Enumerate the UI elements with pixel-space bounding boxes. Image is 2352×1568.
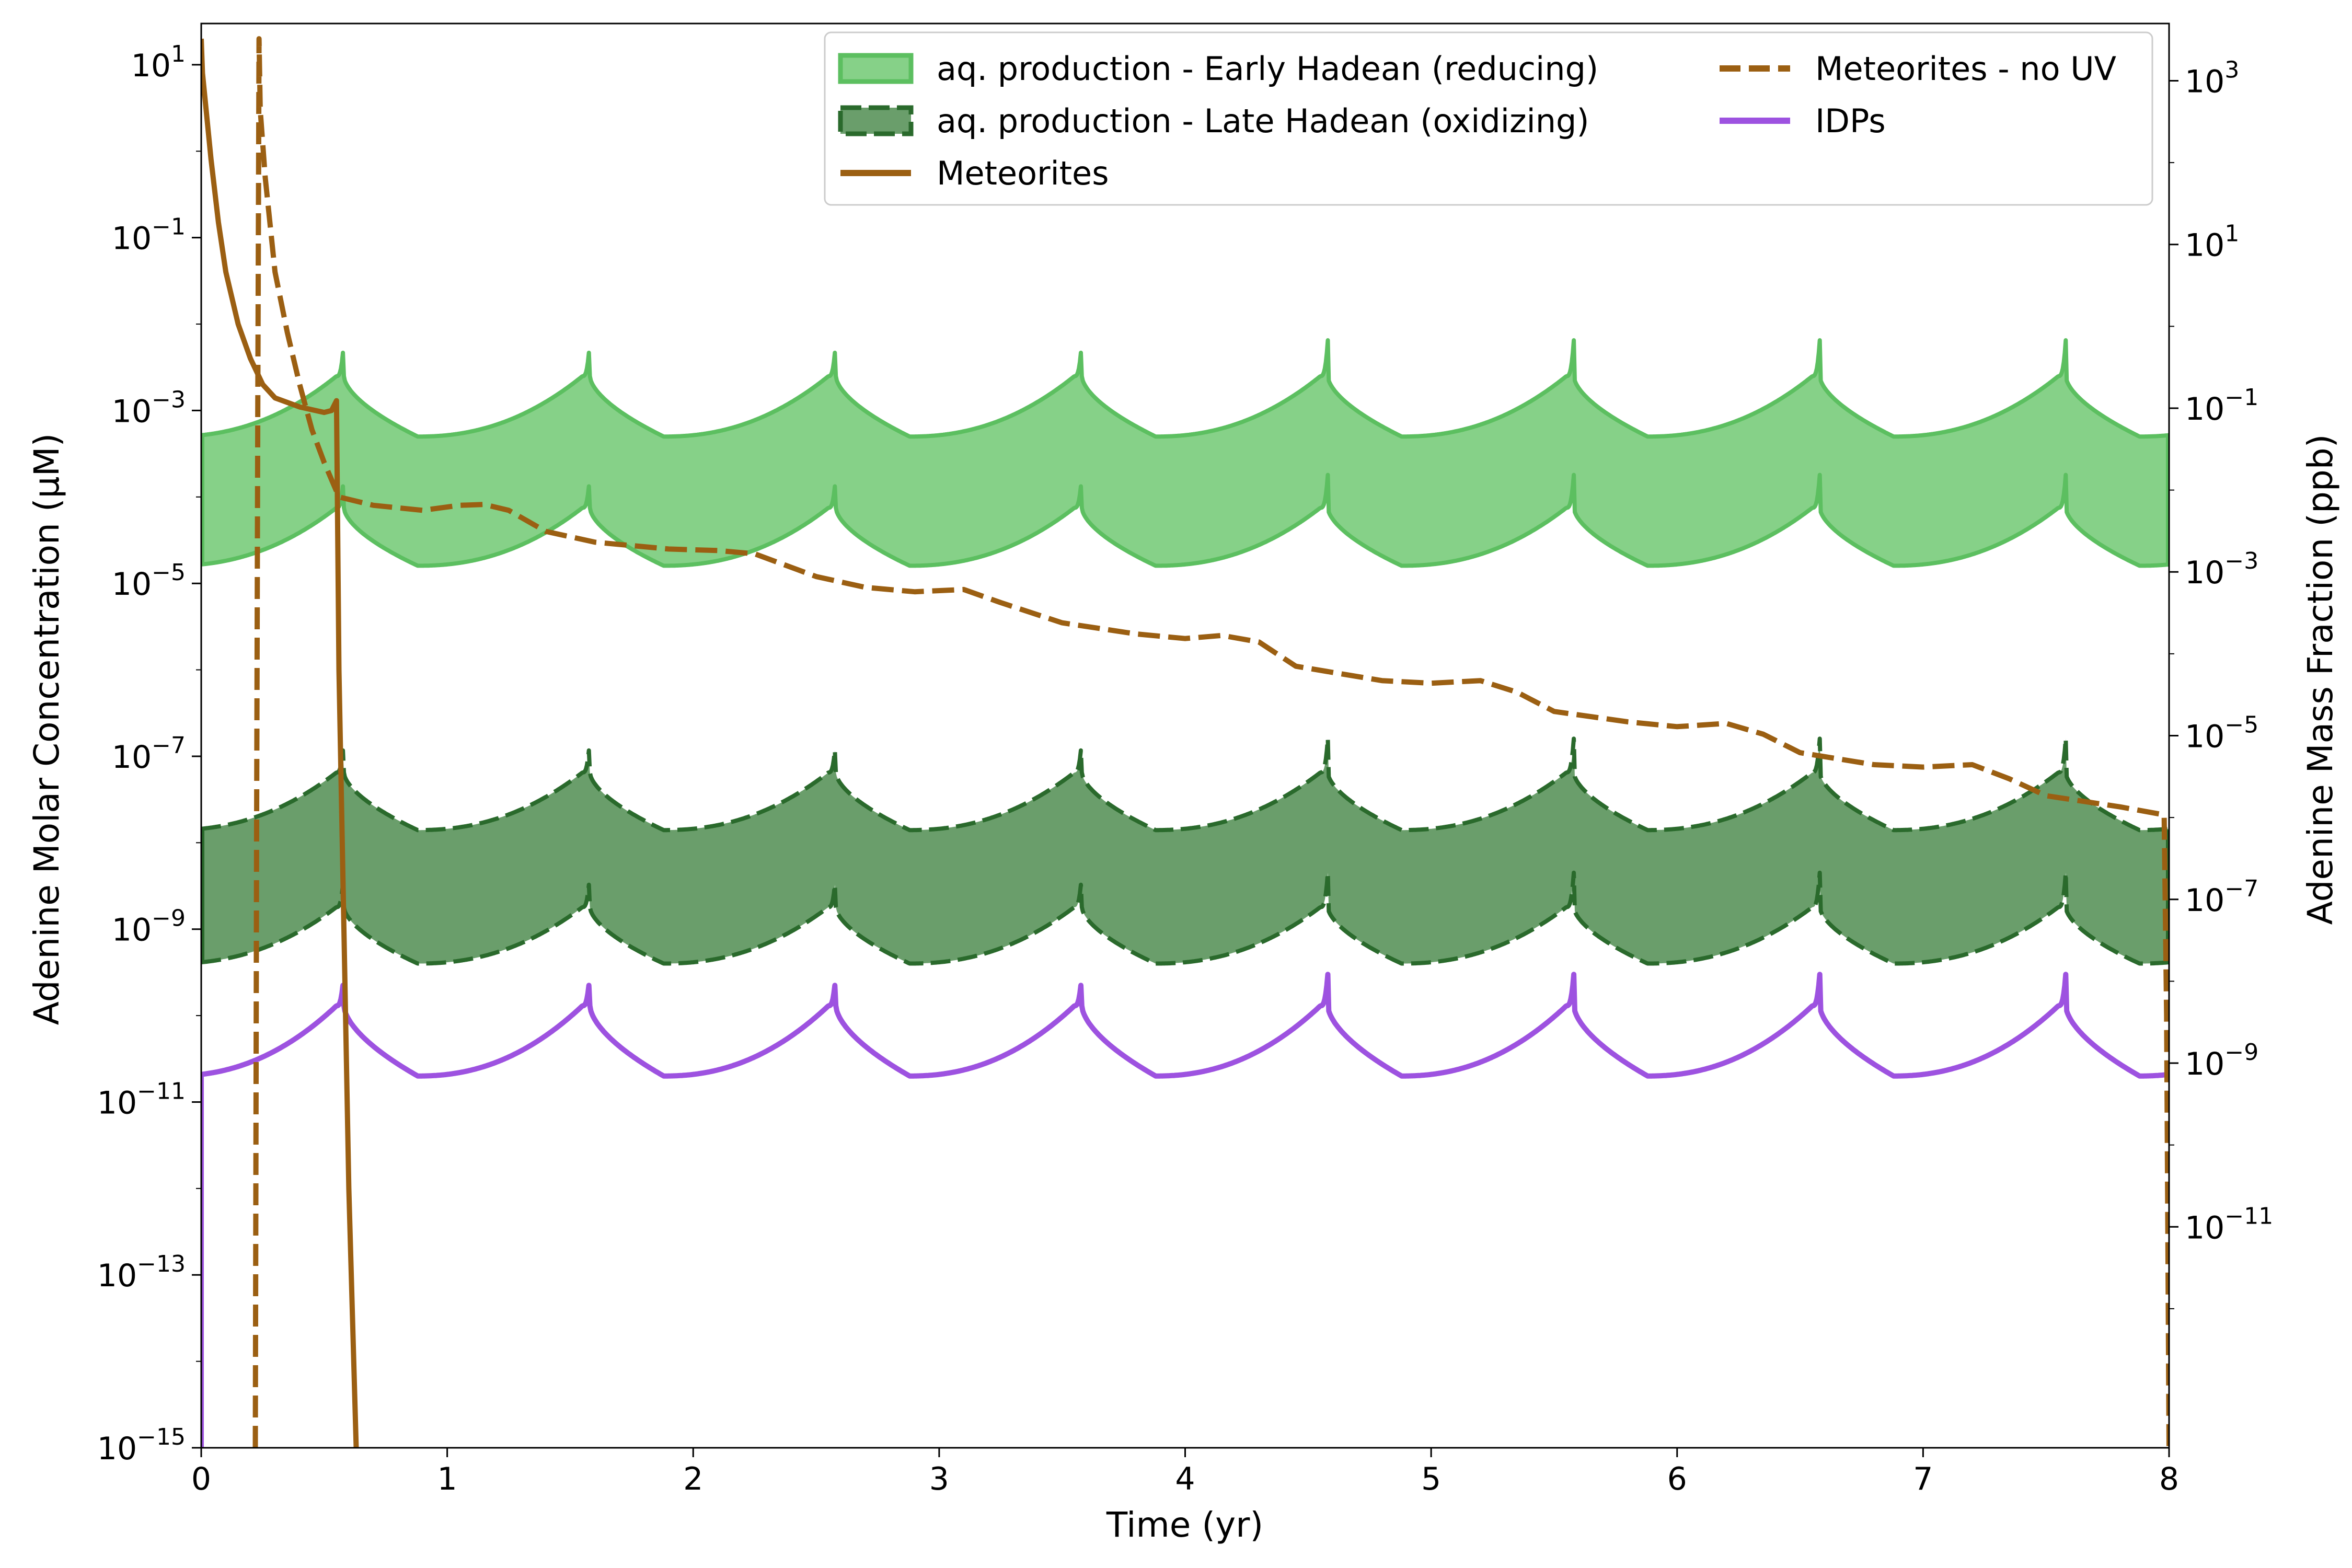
y-tick-label: 10−7 — [2185, 875, 2258, 919]
legend-label-late-hadean: aq. production - Late Hadean (oxidizing) — [937, 102, 1589, 140]
y-axis-right: 103 101 10−1 10−3 10−5 10−7 10−9 10−11 — [2169, 56, 2273, 1309]
y-tick-label: 10−3 — [2185, 548, 2258, 591]
x-tick-label: 1 — [437, 1461, 457, 1497]
legend-label-meteorites: Meteorites — [937, 154, 1109, 192]
y-axis-label-left: Adenine Molar Concentration (μM) — [27, 433, 67, 1025]
x-tick-label: 6 — [1667, 1461, 1687, 1497]
x-tick-label: 4 — [1175, 1461, 1195, 1497]
y-tick-label: 10−13 — [97, 1251, 186, 1294]
y-tick-label: 10−15 — [97, 1424, 186, 1467]
legend-label-meteorites-no-uv: Meteorites - no UV — [1815, 50, 2116, 88]
legend: aq. production - Early Hadean (reducing)… — [824, 31, 2153, 206]
x-axis: 0 1 2 3 4 5 6 7 8 — [191, 1448, 2179, 1497]
y-tick-label: 10−5 — [2185, 712, 2258, 755]
y-tick-label: 101 — [131, 41, 186, 84]
x-tick-label: 0 — [191, 1461, 211, 1497]
y-tick-label: 10−5 — [112, 559, 186, 603]
x-axis-label: Time (yr) — [1106, 1505, 1263, 1545]
x-tick-label: 7 — [1913, 1461, 1933, 1497]
band-upper-edge — [201, 338, 2169, 439]
legend-label-early-hadean: aq. production - Early Hadean (reducing) — [937, 50, 1598, 88]
y-tick-label: 10−1 — [112, 214, 186, 257]
y-axis-left: 101 10−1 10−3 10−5 10−7 10−9 10−11 10−13 10−15 — [97, 41, 201, 1467]
y-tick-label: 10−9 — [2185, 1039, 2258, 1082]
legend-swatch-late-hadean — [838, 105, 914, 136]
band-fill — [201, 739, 2169, 964]
x-tick-label: 5 — [1421, 1461, 1441, 1497]
legend-label-idps: IDPs — [1815, 102, 1886, 140]
band-fill — [201, 340, 2169, 566]
legend-swatch-early-hadean — [838, 53, 914, 84]
y-tick-label: 10−1 — [2185, 384, 2258, 428]
band-lower-edge — [201, 870, 2169, 966]
y-tick-label: 10−11 — [2185, 1203, 2273, 1246]
band-upper-edge — [201, 736, 2169, 833]
series-meteorites-no-uv — [252, 36, 2169, 1448]
plot-area — [201, 36, 2169, 1448]
x-tick-label: 3 — [929, 1461, 949, 1497]
y-tick-label: 10−11 — [97, 1078, 186, 1121]
series-aq-production-early-hadean-reducing- — [201, 338, 2169, 568]
y-tick-label: 10−9 — [112, 905, 186, 949]
y-axis-label-right: Adenine Mass Fraction (ppb) — [2300, 434, 2341, 925]
series-idps — [201, 972, 2169, 1448]
band-lower-edge — [201, 472, 2169, 568]
series-meteorites — [201, 38, 359, 1448]
x-tick-label: 8 — [2159, 1461, 2179, 1497]
y-tick-label: 101 — [2185, 221, 2239, 264]
legend-box — [824, 31, 2153, 206]
y-tick-label: 10−7 — [112, 732, 186, 776]
x-tick-label: 2 — [683, 1461, 703, 1497]
y-tick-label: 103 — [2185, 56, 2239, 100]
y-tick-label: 10−3 — [112, 386, 186, 430]
